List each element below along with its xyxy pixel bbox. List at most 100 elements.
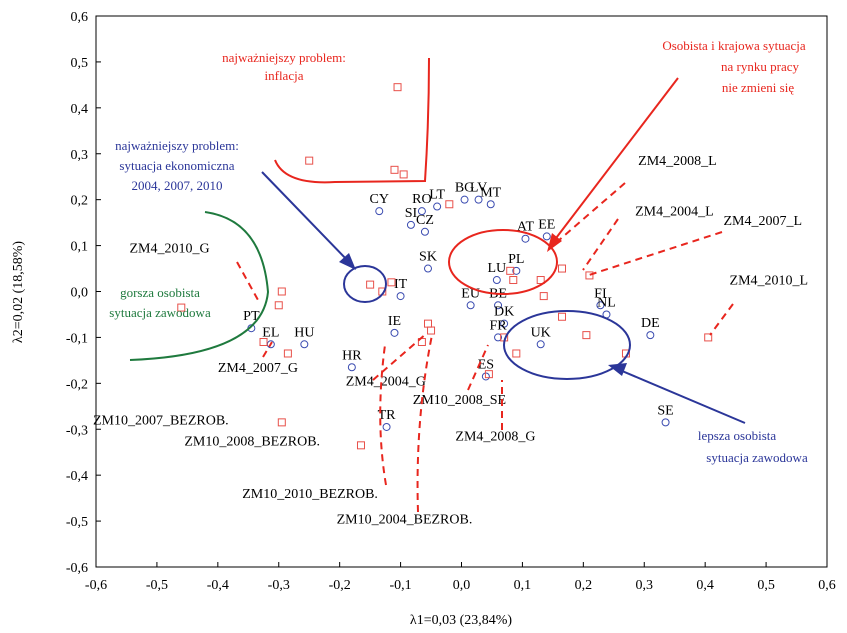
country-label: DK [494,305,514,320]
variable-label: ZM4_2007_G [218,361,298,376]
country-point [417,207,426,216]
leader-lines [236,182,734,513]
x-tick-label: 0,5 [757,578,775,593]
variable-point [277,418,286,427]
chart-marks: -0,6 -0,5 -0,4 -0,3 -0,2 -0,1 0,0 0,1 0,2 0,3 0,4 0… [66,10,836,593]
leader-zm4-2010-l [709,303,734,336]
country-label: IT [394,277,408,292]
y-tick-label: -0,6 [66,561,88,576]
variable-point [506,266,515,275]
country-point [596,301,605,310]
country-label: CZ [416,213,434,228]
y-tick-label: 0,3 [71,148,89,163]
callout-lepsza-line1: lepsza osobista [698,428,777,443]
variable-label: ZM4_2004_L [635,205,714,220]
variable-point [177,303,186,312]
x-tick-label: 0,2 [575,578,593,593]
rynek-arrow-line [549,77,679,247]
y-tick-label: 0,1 [71,240,89,255]
plot-frame [95,15,828,568]
country-point [494,301,503,310]
callout-ekonomiczna-line3: 2004, 2007, 2010 [132,178,223,193]
y-tick-label: -0,4 [66,469,88,484]
country-label: LU [487,261,506,276]
x-tick-label: -0,4 [207,578,229,593]
country-point [382,422,391,431]
leader-zm10-2010 [379,344,387,486]
x-axis-title: λ1=0,03 (23,84%) [410,613,513,628]
x-tick-label: 0,4 [696,578,714,593]
country-label: ES [478,357,494,372]
rynek-ellipse [448,229,558,295]
x-tick-label: -0,1 [389,578,411,593]
variable-label: ZM10_2010_BEZROB. [242,487,378,502]
country-label: SE [657,403,673,418]
country-point [474,195,483,204]
country-label: EE [538,217,555,232]
callout-rynek-line2: na rynku pracy [721,59,799,74]
variable-point [399,170,408,179]
variable-label: ZM10_2004_BEZROB. [337,512,473,527]
country-label: UK [531,325,551,340]
lepsza-ellipse [503,310,631,380]
callout-inflacja-line2: inflacja [265,68,304,83]
country-label: MT [480,185,501,200]
variable-point [305,156,314,165]
country-label: IE [388,314,401,329]
country-label: HR [342,348,362,363]
country-label: NL [597,295,616,310]
variable-point [427,326,436,335]
y-tick-label: -0,3 [66,423,88,438]
y-tick-label: -0,1 [66,331,88,346]
ekonomiczna-arrow-line [261,171,351,264]
country-point [300,340,309,349]
inflacja-bracket [274,57,430,184]
leader-zm10-2008-se [467,344,489,391]
callout-gorsza-line1: gorsza osobista [120,285,200,300]
lepsza-arrow-line [614,367,746,424]
country-point [500,319,509,328]
country-label: LV [470,181,487,196]
country-label: BG [455,181,474,196]
variable-point [393,83,402,92]
country-point [433,202,442,211]
variable-point [536,276,545,285]
country-point [536,340,545,349]
leader-zm4-2007-g [262,341,273,358]
variable-point [509,276,518,285]
x-tick-label: -0,2 [329,578,351,593]
variable-point [259,338,268,347]
variable-point [539,292,548,301]
variable-point [274,301,283,310]
country-point [390,328,399,337]
country-point [396,292,405,301]
x-tick-label: 0,6 [818,578,836,593]
country-point [347,363,356,372]
ekonomiczna-ellipse [343,265,387,303]
ekonomiczna-arrowhead [339,253,356,270]
variable-point [558,264,567,273]
y-tick-label: 0,2 [71,194,89,209]
country-label: FR [489,318,507,333]
leader-zm4-2004-l [582,218,619,271]
country-point [423,264,432,273]
x-tick-label: -0,6 [85,578,107,593]
x-tick-label: -0,5 [146,578,168,593]
variable-label: ZM10_2008_BEZROB. [184,434,320,449]
variable-point [387,278,396,287]
x-tick-label: 0,1 [514,578,532,593]
y-tick-label: -0,2 [66,377,88,392]
country-label: SK [419,250,437,265]
country-point [494,333,503,342]
y-tick-label: 0,4 [71,102,89,117]
callout-lepsza-line2: sytuacja zawodowa [706,450,808,465]
callout-rynek-line3: nie zmieni się [722,80,794,95]
variable-point [366,280,375,289]
x-tick-label: -0,3 [268,578,290,593]
country-point [486,200,495,209]
country-label: HU [294,325,314,340]
callout-rynek-line1: Osobista i krajowa sytuacja [662,38,806,53]
country-label: FI [594,286,607,301]
variable-point [704,333,713,342]
